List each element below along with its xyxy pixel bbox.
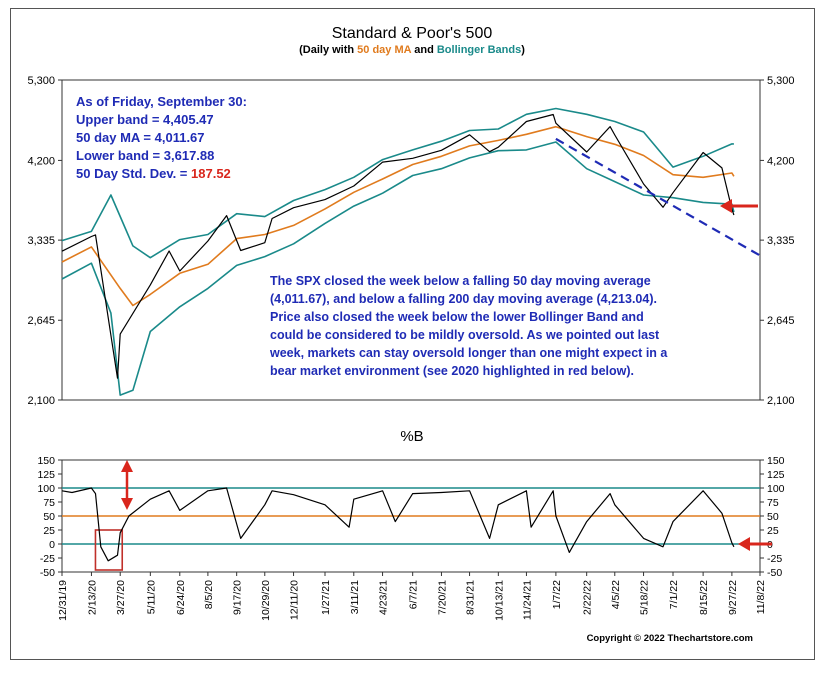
x-tick-label: 9/17/20 <box>232 580 244 615</box>
x-tick-label: 7/1/22 <box>668 580 680 609</box>
x-tick-label: 4/5/22 <box>610 580 622 609</box>
commentary-line-4: could be considered to be mildly oversol… <box>270 328 660 342</box>
pctb-series-group <box>61 487 760 571</box>
x-tick-label: 2/22/22 <box>582 580 594 615</box>
x-tick-label: 1/7/22 <box>551 580 563 609</box>
pctb-ytick-label-right: 50 <box>767 511 779 523</box>
info-line-5-value: 187.52 <box>191 166 231 181</box>
main-series-group <box>61 107 761 396</box>
pctb-ytick-label-left: 0 <box>49 539 55 551</box>
pctb-ytick-label-right: 125 <box>767 469 785 481</box>
pctb-ytick-label-right: 75 <box>767 497 779 509</box>
x-tick-label: 12/31/19 <box>57 580 69 621</box>
x-tick-label: 11/8/22 <box>755 580 767 614</box>
pctb-ytick-label-left: -50 <box>40 567 55 579</box>
pctb-line <box>61 487 735 562</box>
x-tick-label: 10/29/20 <box>260 580 272 621</box>
pctb-ytick-label-right: 100 <box>767 483 785 495</box>
pctb-2020-highlight-box <box>94 529 124 571</box>
main-ytick-label-left: 2,645 <box>27 315 55 327</box>
subtitle-middle: and <box>411 44 437 56</box>
x-tick-label: 2/13/20 <box>86 580 98 615</box>
x-tick-label: 8/5/20 <box>203 580 215 609</box>
pctb-ytick-label-left: 25 <box>43 525 55 537</box>
pctb-ytick-label-right: -25 <box>767 553 782 565</box>
x-tick-label: 3/27/20 <box>115 580 127 615</box>
pctb-y-axis: 15015012512510010075755050252500-25-25-5… <box>37 455 784 579</box>
main-ytick-label-left: 4,200 <box>27 155 55 167</box>
info-line-5-label: 50 Day Std. Dev. = <box>76 166 191 181</box>
subtitle-prefix: (Daily with <box>299 44 357 56</box>
commentary-line-2: (4,011.67), and below a falling 200 day … <box>270 292 657 306</box>
x-tick-label: 8/31/21 <box>465 580 477 615</box>
pctb-ytick-label-right: 150 <box>767 455 785 467</box>
x-tick-label: 1/27/21 <box>320 580 332 615</box>
pctb-chart-title: %B <box>400 428 423 445</box>
pctb-alert-arrow-icon <box>738 537 772 551</box>
main-y-axis: 5,300 5,300 4,200 4,200 3,335 3,335 2,645 2,645… <box>27 75 794 407</box>
x-tick-label: 4/23/21 <box>378 580 390 615</box>
pctb-ytick-label-left: -25 <box>40 553 55 565</box>
main-chart-title: Standard & Poor's 500 <box>332 25 493 42</box>
info-line-2: Upper band = 4,405.47 <box>76 112 214 127</box>
commentary-line-3: Price also closed the week below the low… <box>270 310 644 324</box>
x-tick-label: 10/13/21 <box>493 580 505 621</box>
subtitle-ma-label: 50 day MA <box>357 44 411 56</box>
main-ytick-label-left: 5,300 <box>27 75 55 87</box>
main-ytick-label-right: 2,645 <box>767 315 795 327</box>
commentary-line-1: The SPX closed the week below a falling … <box>270 274 651 288</box>
subtitle-suffix: ) <box>521 44 525 56</box>
main-chart-subtitle: (Daily with 50 day MA and Bollinger Band… <box>299 44 525 56</box>
info-box: As of Friday, September 30: Upper band =… <box>76 94 247 181</box>
x-tick-label: 5/11/20 <box>145 580 157 614</box>
x-tick-label: 9/27/22 <box>727 580 739 615</box>
x-tick-label: 5/18/22 <box>639 580 651 615</box>
main-ytick-label-right: 2,100 <box>767 395 795 407</box>
info-line-1: As of Friday, September 30: <box>76 94 247 109</box>
commentary-line-5: week, markets can stay oversold longer t… <box>269 346 668 360</box>
pctb-ytick-label-left: 50 <box>43 511 55 523</box>
pctb-ytick-label-right: -50 <box>767 567 782 579</box>
ma50-line <box>61 125 735 307</box>
trendline-dashed <box>555 137 761 257</box>
info-line-5: 50 Day Std. Dev. = 187.52 <box>76 166 231 181</box>
upper-band-line <box>61 107 734 259</box>
main-ytick-label-right: 5,300 <box>767 75 795 87</box>
commentary-block: The SPX closed the week below a falling … <box>269 274 668 378</box>
price-alert-arrow-icon <box>720 199 758 213</box>
pctb-ytick-label-left: 100 <box>37 483 55 495</box>
x-tick-label: 11/24/21 <box>521 580 533 620</box>
x-tick-label: 6/7/21 <box>408 580 420 609</box>
info-line-3: 50 day MA = 4,011.67 <box>76 130 205 145</box>
main-ytick-label-right: 4,200 <box>767 155 795 167</box>
pctb-ytick-label-right: 25 <box>767 525 779 537</box>
subtitle-bb-label: Bollinger Bands <box>437 44 521 56</box>
main-ytick-label-left: 3,335 <box>27 235 55 247</box>
copyright-text: Copyright © 2022 Thechartstore.com <box>587 633 753 644</box>
pctb-ytick-label-left: 75 <box>43 497 55 509</box>
x-tick-label: 7/20/21 <box>436 580 448 615</box>
main-ytick-label-left: 2,100 <box>27 395 55 407</box>
x-tick-label: 6/24/20 <box>175 580 187 615</box>
pctb-ytick-label-left: 150 <box>37 455 55 467</box>
pctb-ytick-label-left: 125 <box>37 469 55 481</box>
x-tick-label: 12/11/20 <box>289 580 301 620</box>
lower-band-line <box>61 141 735 396</box>
x-tick-label: 3/11/21 <box>349 580 361 614</box>
x-tick-label: 8/15/22 <box>698 580 710 615</box>
overbought-oversold-arrow-icon <box>121 460 133 510</box>
info-line-4: Lower band = 3,617.88 <box>76 148 214 163</box>
x-axis-labels: 12/31/19 2/13/20 3/27/20 5/11/20 6/24/20 8/5/… <box>57 572 767 621</box>
commentary-line-6: bear market environment (see 2020 highli… <box>270 364 634 378</box>
main-ytick-label-right: 3,335 <box>767 235 795 247</box>
